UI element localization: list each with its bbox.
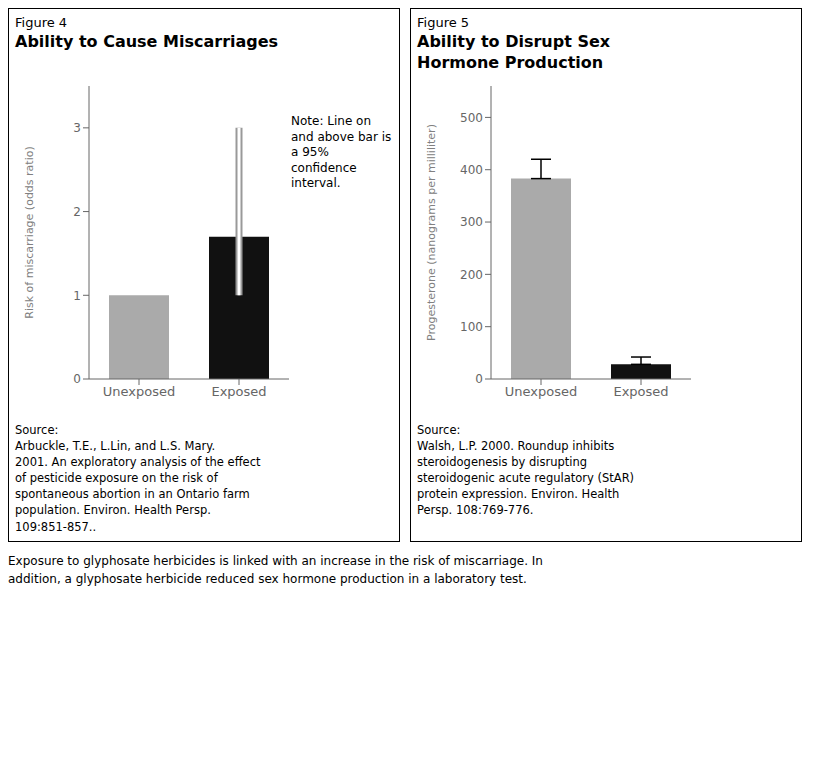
svg-text:Unexposed: Unexposed: [505, 384, 577, 399]
svg-text:Unexposed: Unexposed: [103, 384, 175, 399]
html-text:Note: Line on and above bar is: Note: Line on and above bar is a 95% con…: [291, 114, 392, 191]
svg-text:100: 100: [460, 320, 483, 334]
html-text:Source: Walsh, L.P. 2000. Roun: Source: Walsh, L.P. 2000. Roundup inhibi…: [417, 423, 635, 518]
svg-text:Exposed: Exposed: [211, 384, 266, 399]
html-text:Figure 5: Figure 5: [417, 15, 470, 30]
html-text:Exposure to glyphosate herbici: Exposure to glyphosate herbicides is lin…: [8, 553, 543, 586]
svg-text:0: 0: [73, 372, 81, 386]
html-text:Ability to Cause Miscarriages: Ability to Cause Miscarriages: [15, 32, 279, 51]
html-text:Source: Arbuckle, T.E., L.Lin,: Source: Arbuckle, T.E., L.Lin, and L.S. …: [15, 423, 261, 534]
html-text:Figure 4: Figure 4: [15, 15, 68, 30]
svg-text:400: 400: [460, 163, 483, 177]
svg-text:500: 500: [460, 111, 483, 125]
svg-text:1: 1: [73, 289, 81, 303]
svg-text:Exposed: Exposed: [613, 384, 668, 399]
svg-text:Progesterone (nanograms per mi: Progesterone (nanograms per milliliter): [425, 124, 438, 341]
svg-text:300: 300: [460, 215, 483, 229]
svg-text:0: 0: [475, 372, 483, 386]
svg-text:3: 3: [73, 121, 81, 135]
html-text:Ability to Disrupt Sex Hormone: Ability to Disrupt Sex Hormone Productio…: [417, 32, 611, 72]
svg-text:2: 2: [73, 205, 81, 219]
svg-text:Risk of miscarriage (odds rati: Risk of miscarriage (odds ratio): [23, 146, 36, 318]
svg-text:200: 200: [460, 268, 483, 282]
